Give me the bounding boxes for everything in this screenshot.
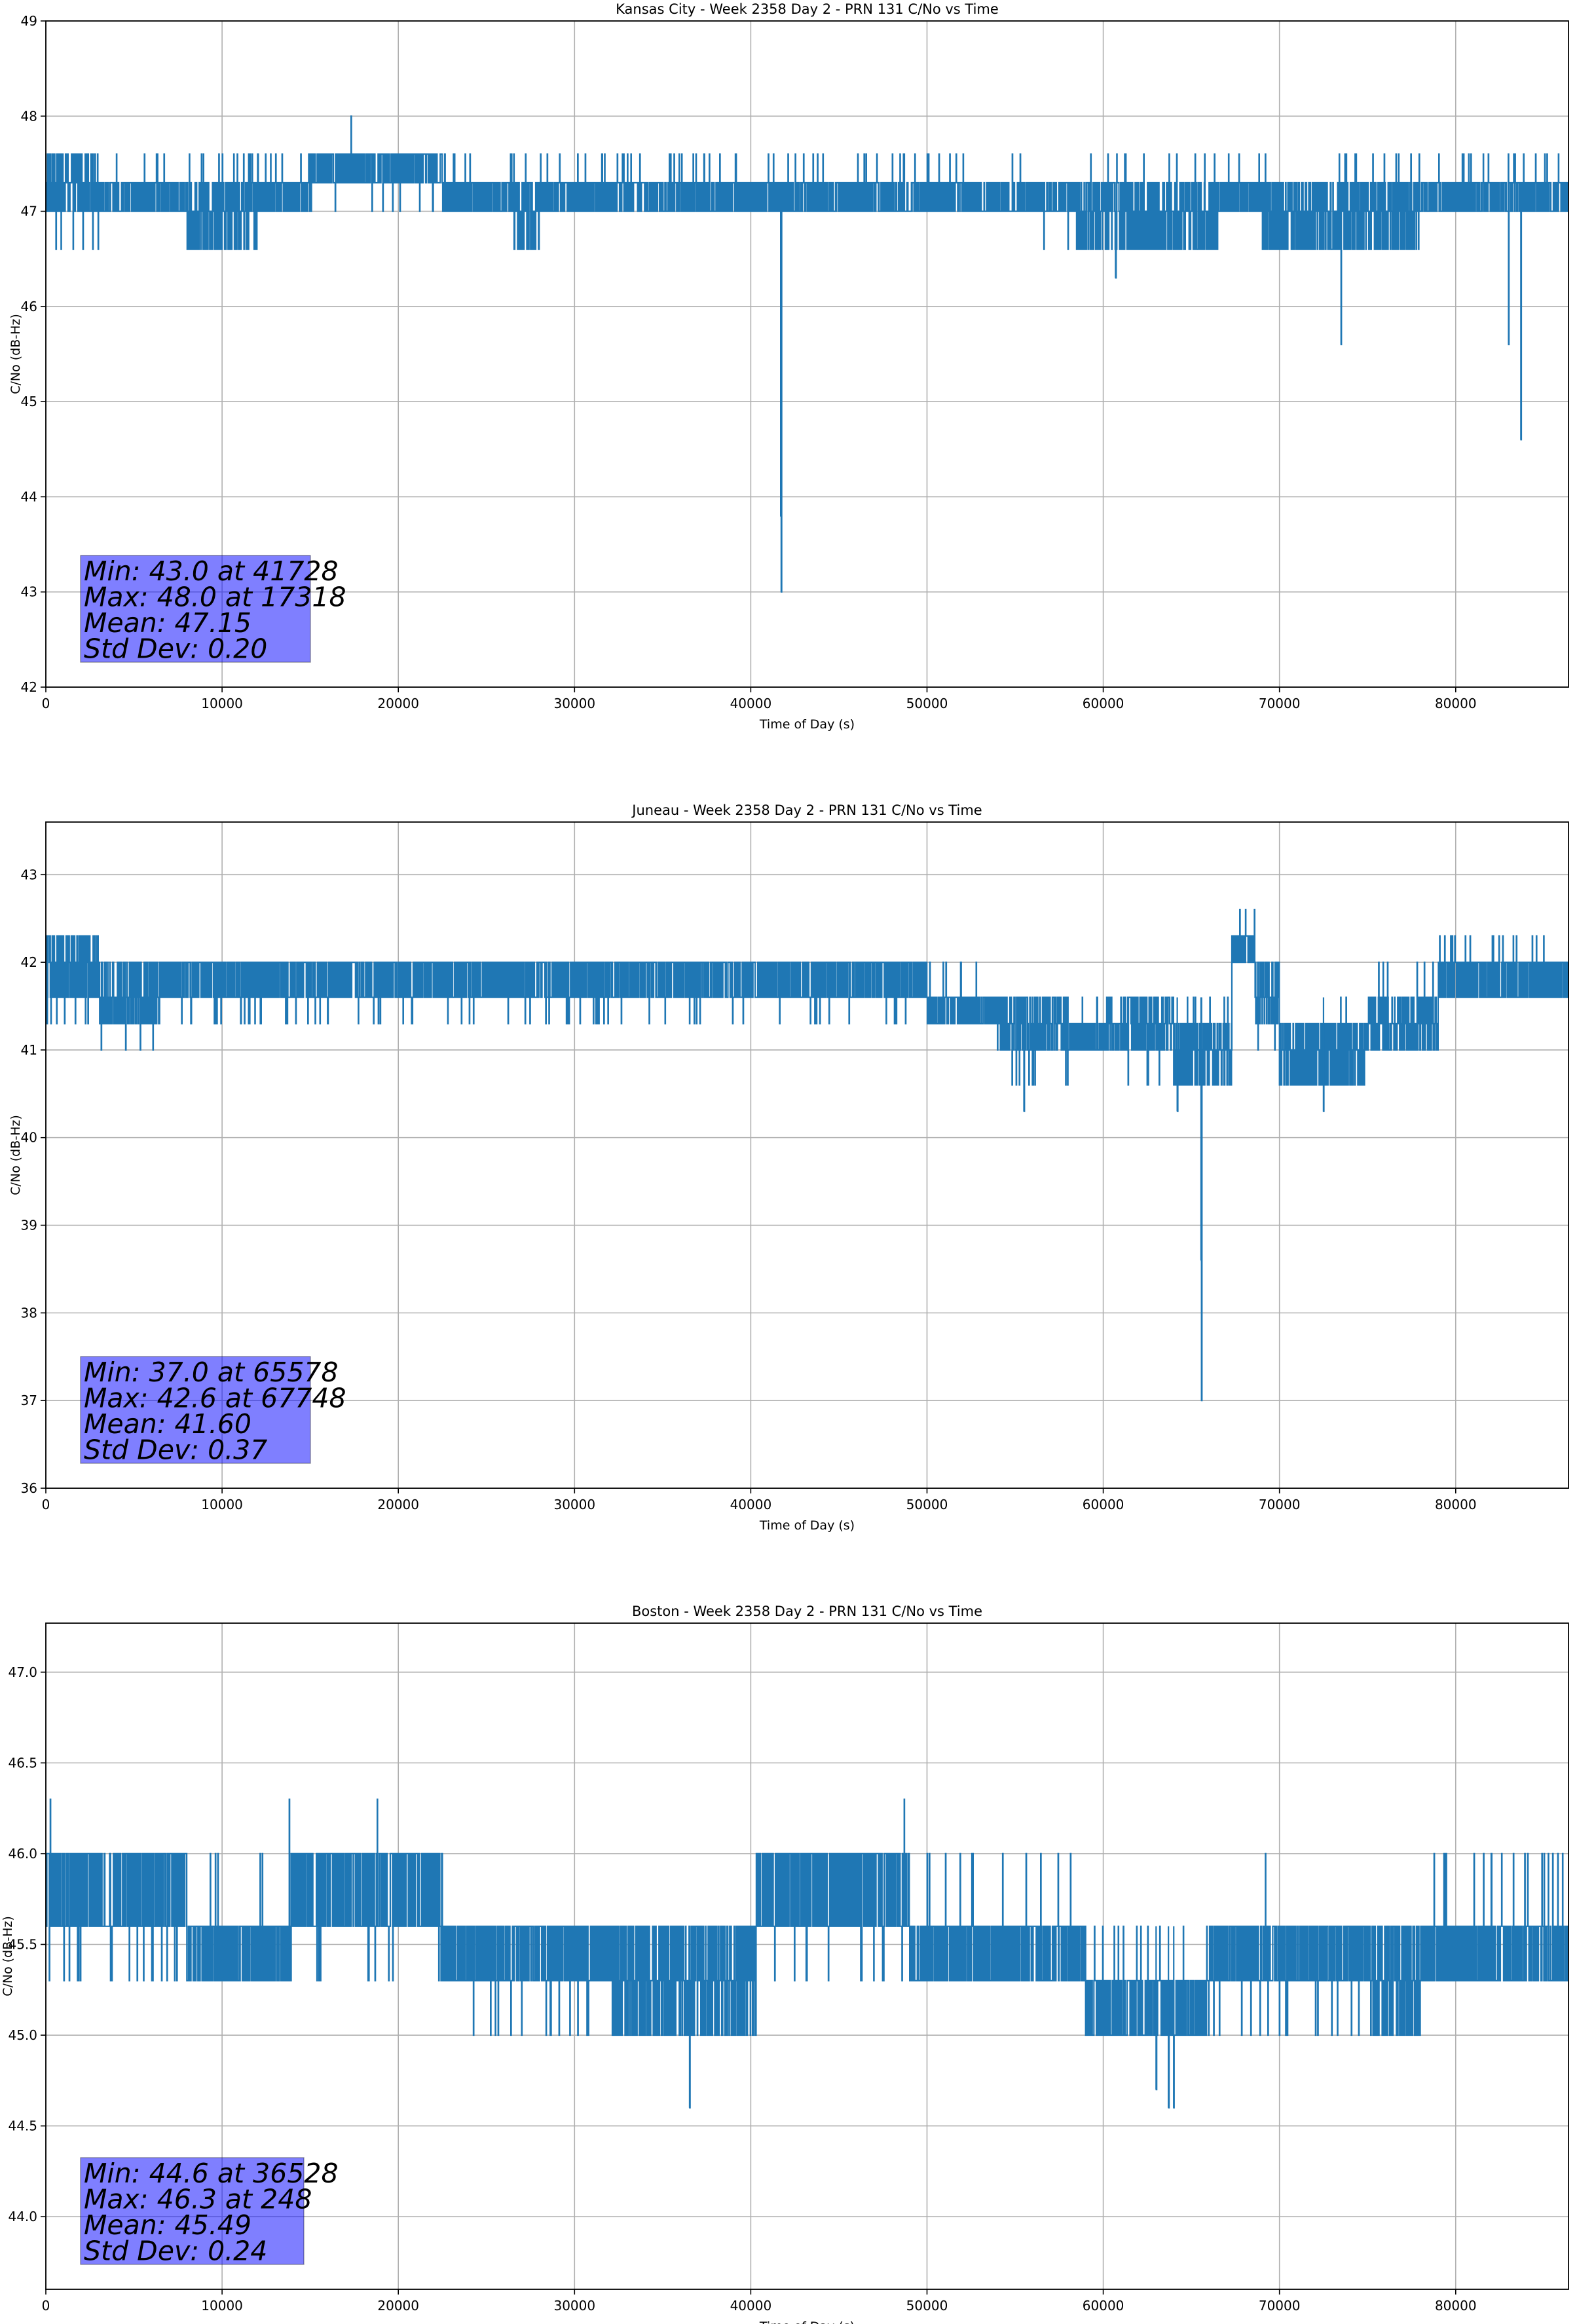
- chart-title: Boston - Week 2358 Day 2 - PRN 131 C/No …: [632, 1603, 982, 1619]
- y-tick-label: 38: [21, 1305, 37, 1321]
- stats-line: Min: 44.6 at 36528: [84, 2158, 339, 2189]
- axes-frame: [45, 20, 1569, 688]
- x-tick-label: 60000: [1083, 2298, 1124, 2314]
- y-tick-label: 42: [21, 679, 37, 695]
- stats-line: Min: 43.0 at 41728: [84, 555, 339, 587]
- y-tick-label: 40: [21, 1130, 37, 1146]
- x-tick-label: 40000: [730, 696, 772, 711]
- x-tick-label: 0: [42, 696, 50, 711]
- y-tick-label: 45.5: [8, 1936, 37, 1952]
- x-tick-label: 0: [42, 2298, 50, 2314]
- x-tick-label: 80000: [1435, 2298, 1477, 2314]
- x-tick-label: 20000: [377, 1497, 419, 1512]
- x-tick-label: 70000: [1259, 1497, 1301, 1512]
- cno-series-line: [45, 1798, 1569, 2108]
- y-tick-label: 49: [21, 13, 37, 29]
- stats-line: Max: 48.0 at 17318: [84, 582, 346, 613]
- chart-panel-0: 0 10000 20000 30000 40000 50000 60000 70000 8000…: [9, 1, 1569, 732]
- x-tick-label: 10000: [201, 2298, 243, 2314]
- stats-line: Max: 42.6 at 67748: [84, 1383, 346, 1414]
- x-tick-label: 60000: [1083, 1497, 1124, 1512]
- stats-box: [80, 1356, 311, 1464]
- chart-panel-1: 0 10000 20000 30000 40000 50000 60000 70000 8000…: [9, 802, 1569, 1533]
- axes-frame: [45, 821, 1569, 1489]
- x-tick-label: 50000: [906, 696, 948, 711]
- chart-title: Juneau - Week 2358 Day 2 - PRN 131 C/No …: [631, 802, 982, 818]
- stats-line: Mean: 45.49: [84, 2209, 251, 2241]
- x-tick-label: 40000: [730, 1497, 772, 1512]
- x-tick-label: 50000: [906, 1497, 948, 1512]
- x-tick-label: 80000: [1435, 696, 1477, 711]
- y-tick-label: 37: [21, 1393, 37, 1408]
- x-tick-label: 80000: [1435, 1497, 1477, 1512]
- stats-line: Max: 46.3 at 248: [84, 2184, 312, 2215]
- x-tick-label: 50000: [906, 2298, 948, 2314]
- y-axis-label: C/No (dB-Hz): [1, 1916, 15, 1996]
- x-tick-label: 20000: [377, 2298, 419, 2314]
- stats-line: Std Dev: 0.37: [84, 1434, 267, 1466]
- y-tick-label: 46.5: [8, 1755, 37, 1771]
- y-axis-label: C/No (dB-Hz): [9, 1115, 23, 1195]
- y-tick-label: 43: [21, 584, 37, 600]
- x-tick-label: 20000: [377, 696, 419, 711]
- stats-line: Std Dev: 0.24: [84, 2236, 267, 2267]
- y-tick-label: 46.0: [8, 1846, 37, 1862]
- y-tick-label: 46: [21, 299, 37, 314]
- y-tick-label: 42: [21, 954, 37, 970]
- x-tick-label: 70000: [1259, 696, 1301, 711]
- y-tick-label: 47: [21, 204, 37, 219]
- y-tick-label: 36: [21, 1480, 37, 1496]
- stats-line: Std Dev: 0.20: [84, 633, 267, 665]
- stats-box: [80, 2157, 305, 2265]
- stats-line: Mean: 41.60: [84, 1408, 251, 1440]
- x-tick-label: 0: [42, 1497, 50, 1512]
- y-tick-label: 44: [21, 489, 37, 504]
- y-tick-label: 44.5: [8, 2118, 37, 2134]
- x-tick-label: 30000: [553, 696, 595, 711]
- y-tick-label: 41: [21, 1042, 37, 1058]
- x-tick-label: 10000: [201, 696, 243, 711]
- x-axis-label: Time of Day (s): [759, 2319, 855, 2324]
- x-tick-label: 10000: [201, 1497, 243, 1512]
- y-tick-label: 44.0: [8, 2209, 37, 2224]
- x-axis-label: Time of Day (s): [759, 1518, 855, 1533]
- y-tick-label: 45: [21, 394, 37, 409]
- x-axis-label: Time of Day (s): [759, 717, 855, 732]
- cno-series-line: [45, 115, 1568, 593]
- y-axis-label: C/No (dB-Hz): [9, 314, 23, 394]
- y-tick-label: 48: [21, 108, 37, 124]
- y-tick-label: 45.0: [8, 2027, 37, 2043]
- chart-title: Kansas City - Week 2358 Day 2 - PRN 131 …: [616, 1, 999, 17]
- stats-line: Min: 37.0 at 65578: [84, 1357, 339, 1388]
- x-tick-label: 30000: [553, 2298, 595, 2314]
- axes-frame: [45, 1622, 1569, 2290]
- y-tick-label: 39: [21, 1218, 37, 1233]
- x-tick-label: 60000: [1083, 696, 1124, 711]
- cno-series-line: [45, 909, 1569, 1402]
- x-tick-label: 30000: [553, 1497, 595, 1512]
- x-tick-label: 40000: [730, 2298, 772, 2314]
- y-tick-label: 43: [21, 867, 37, 882]
- chart-panel-2: 0 10000 20000 30000 40000 50000 60000 70000 8000…: [1, 1603, 1569, 2324]
- stats-line: Mean: 47.15: [84, 607, 251, 639]
- stats-box: [80, 555, 311, 663]
- y-tick-label: 47.0: [8, 1664, 37, 1680]
- x-tick-label: 70000: [1259, 2298, 1301, 2314]
